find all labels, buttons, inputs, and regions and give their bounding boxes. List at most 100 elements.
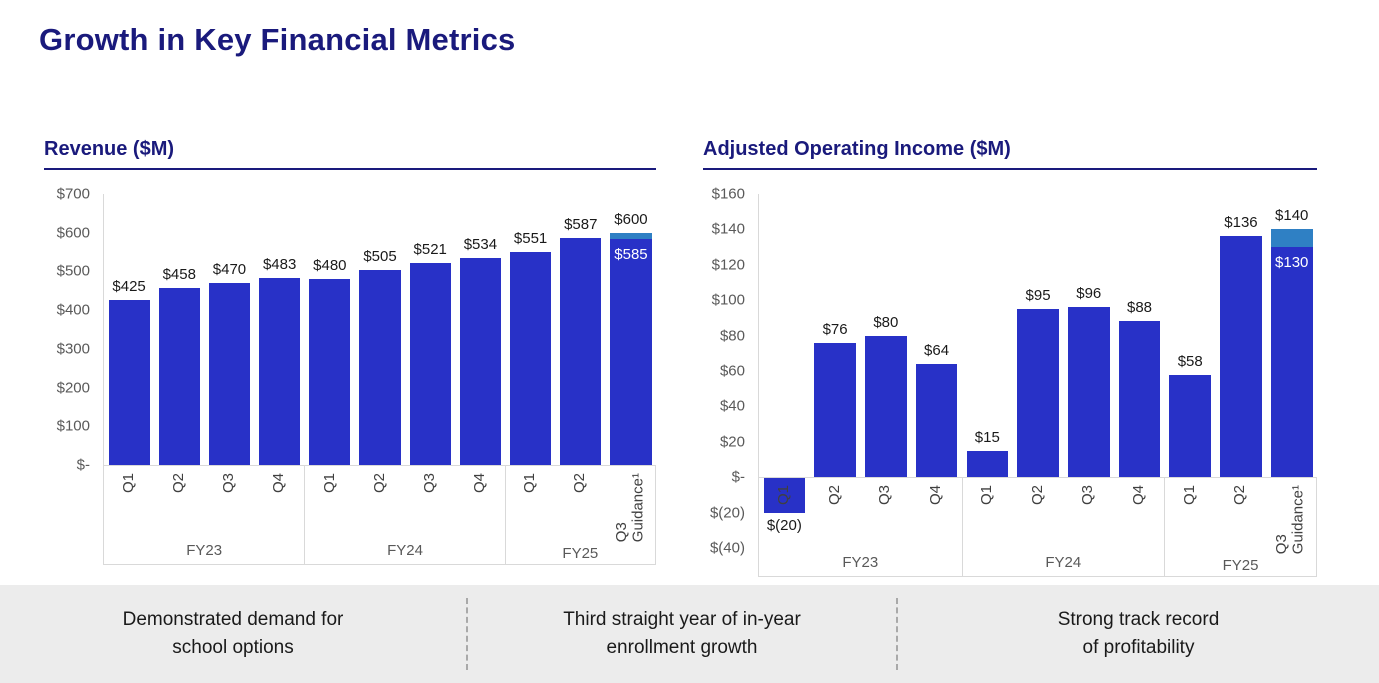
category-label: Q1 bbox=[321, 473, 339, 494]
bar-value-label: $140 bbox=[1275, 207, 1309, 225]
category-label: Q3 bbox=[876, 485, 894, 506]
fiscal-year-group: Q1 Q2 Q3 Q4 FY24 bbox=[961, 478, 1165, 576]
fiscal-year-label: FY24 bbox=[387, 541, 423, 559]
chart-title: Adjusted Operating Income ($M) bbox=[703, 138, 1317, 170]
bar bbox=[1169, 374, 1212, 478]
bar-slot: $95 bbox=[1013, 194, 1064, 548]
quarter-cell: Q4 bbox=[455, 466, 505, 536]
bar bbox=[259, 278, 301, 465]
category-label: Q3 bbox=[420, 473, 438, 494]
fiscal-year-group: Q1 Q2 Q3 Q4 FY23 bbox=[104, 466, 304, 564]
bar-value-label: $58 bbox=[1177, 352, 1203, 370]
bar bbox=[1118, 321, 1161, 478]
bar bbox=[1270, 247, 1313, 478]
summary-strip: Demonstrated demand for school options T… bbox=[0, 585, 1379, 683]
quarter-cell: Q3 bbox=[405, 466, 455, 536]
revenue-chart-panel: Revenue ($M) $700 $600 $500 $400 $300 $200 $10… bbox=[44, 138, 656, 565]
bar bbox=[560, 237, 602, 465]
bar bbox=[359, 269, 401, 465]
fiscal-year-label: FY25 bbox=[1222, 556, 1259, 574]
quarter-cell: Q3 bbox=[860, 478, 911, 548]
dashed-divider bbox=[466, 598, 468, 670]
bar bbox=[610, 238, 652, 465]
bar-slot: $96 bbox=[1063, 194, 1114, 548]
bar bbox=[459, 258, 501, 465]
fiscal-year-group: Q1 Q2 Q3 Q4 FY24 bbox=[304, 466, 504, 564]
bar-slot: $15 bbox=[962, 194, 1013, 548]
quarter-cell: Q3 bbox=[1063, 478, 1113, 548]
quarter-label-row: Q1 Q2 Q3 Q4 bbox=[963, 478, 1165, 548]
quarter-cell: Q3 bbox=[204, 466, 254, 536]
bar bbox=[409, 263, 451, 465]
y-tick-label: $600 bbox=[56, 224, 90, 242]
callout-text: Demonstrated demand for school options bbox=[122, 608, 344, 659]
quarter-cell: Q2 bbox=[810, 478, 861, 548]
plot-wrap: $(20) $76 $80 $64 $15 $95 $96 $88 $58 $136 $130 $14… bbox=[758, 194, 1317, 577]
bar bbox=[814, 342, 856, 478]
bar-slot: $585 $600 bbox=[606, 194, 656, 465]
quarter-cell: Q3 Guidance¹ bbox=[1266, 478, 1316, 554]
bar-value-label: $425 bbox=[112, 278, 146, 296]
bar-slot: $483 bbox=[255, 194, 305, 465]
fiscal-year-label: FY24 bbox=[1045, 553, 1082, 571]
bar-value-label: $534 bbox=[463, 236, 498, 254]
callout-text: Strong track record of profitability bbox=[1057, 608, 1220, 659]
y-tick-label: $300 bbox=[56, 340, 90, 358]
y-tick-label: $(40) bbox=[709, 539, 745, 557]
bar-slot: $458 bbox=[154, 194, 204, 465]
callout-text: Third straight year of in-year enrollmen… bbox=[563, 608, 801, 659]
bar bbox=[208, 283, 251, 465]
bar-slot: $76 bbox=[810, 194, 861, 548]
category-label: Q4 bbox=[926, 485, 944, 506]
fiscal-year-group: Q1 Q2 Q3 Guidance¹ FY25 bbox=[504, 466, 655, 564]
bar-value-label: $551 bbox=[513, 229, 548, 247]
fiscal-year-label: FY25 bbox=[562, 544, 599, 562]
chart-body: $700 $600 $500 $400 $300 $200 $100 $- $425 $458 $… bbox=[44, 186, 656, 565]
category-label: Q4 bbox=[270, 473, 288, 494]
quarter-label-row: Q1 Q2 Q3 Q4 bbox=[759, 478, 962, 548]
y-tick-label: $20 bbox=[719, 433, 745, 451]
category-label: Q2 bbox=[169, 473, 187, 494]
quarter-cell: Q1 bbox=[963, 478, 1013, 548]
quarter-label-row: Q1 Q2 Q3 Guidance¹ bbox=[506, 466, 655, 542]
plot-wrap: $425 $458 $470 $483 $480 $505 $521 $534 $551 $587… bbox=[103, 194, 656, 565]
bar bbox=[763, 477, 806, 513]
bar-value-label: $136 bbox=[1224, 214, 1258, 232]
bar bbox=[865, 335, 907, 478]
bar-slot: $130 $140 bbox=[1266, 194, 1317, 548]
y-tick-label: $60 bbox=[719, 362, 745, 380]
category-label: Q1 bbox=[1180, 485, 1198, 506]
y-tick-label: $80 bbox=[719, 327, 745, 345]
quarter-label-row: Q1 Q2 Q3 Guidance¹ bbox=[1165, 478, 1316, 554]
quarter-cell: Q1 bbox=[506, 466, 556, 542]
bar-slot: $425 bbox=[104, 194, 154, 465]
y-tick-label: $120 bbox=[711, 256, 745, 274]
fiscal-year-label: FY23 bbox=[186, 541, 223, 559]
bar-value-label: $483 bbox=[262, 256, 297, 274]
fiscal-year-group: Q1 Q2 Q3 Guidance¹ FY25 bbox=[1164, 478, 1316, 576]
bar bbox=[158, 287, 200, 465]
operating-income-chart-panel: Adjusted Operating Income ($M) $160 $140 $… bbox=[703, 138, 1317, 577]
bar bbox=[915, 363, 958, 478]
bar bbox=[1067, 307, 1110, 478]
y-tick-label: $(20) bbox=[709, 504, 745, 522]
y-tick-label: $500 bbox=[56, 262, 90, 280]
plot-area: $(20) $76 $80 $64 $15 $95 $96 $88 $58 $136 $130 $14… bbox=[758, 194, 1317, 548]
bar-value-label: $15 bbox=[974, 428, 1000, 446]
bar-value-label: $96 bbox=[1076, 285, 1102, 303]
guidance-cap-bar bbox=[610, 232, 652, 239]
bar-value-label: $458 bbox=[162, 265, 196, 283]
bar-value-label: $80 bbox=[873, 313, 899, 331]
fiscal-year-group: Q1 Q2 Q3 Q4 FY23 bbox=[759, 478, 962, 576]
category-label: Q3 Guidance¹ bbox=[1273, 485, 1307, 555]
category-label: Q3 bbox=[1079, 485, 1097, 506]
y-tick-label: $- bbox=[76, 456, 90, 474]
bar-value-label: $480 bbox=[313, 257, 347, 275]
bar-value-label: $64 bbox=[924, 341, 950, 359]
bar-slot: $587 bbox=[556, 194, 606, 465]
quarter-cell: Q3 Guidance¹ bbox=[605, 466, 655, 542]
fiscal-year-label: FY23 bbox=[842, 553, 879, 571]
bar-value-label: $76 bbox=[822, 320, 848, 338]
bar-slot: $470 bbox=[204, 194, 254, 465]
